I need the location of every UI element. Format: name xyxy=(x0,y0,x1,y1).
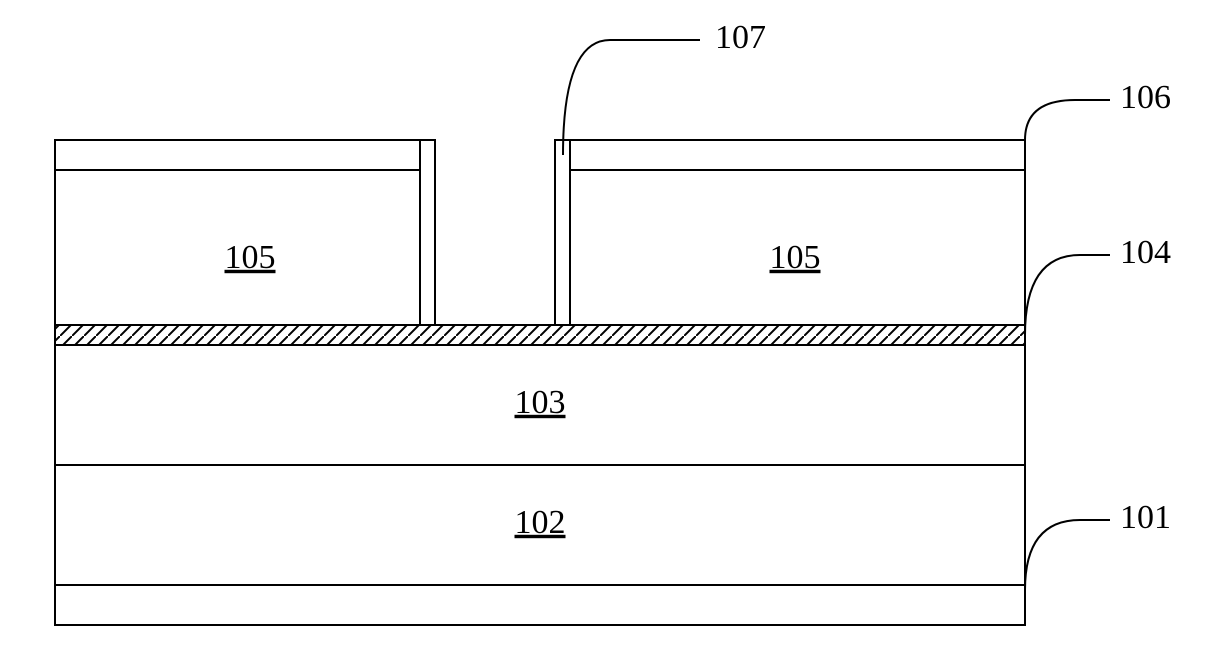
callout-107-leader xyxy=(563,40,700,155)
layer-106-right xyxy=(570,140,1025,170)
label-105-left: 105 xyxy=(225,239,276,276)
callout-101-label: 101 xyxy=(1120,499,1171,536)
callout-104-label: 104 xyxy=(1120,234,1171,271)
layer-106-left xyxy=(55,140,420,170)
callout-101-leader xyxy=(1025,520,1110,590)
callout-106-label: 106 xyxy=(1120,79,1171,116)
layer-107-right xyxy=(555,140,570,325)
layer-104-hatched xyxy=(55,325,1025,345)
layer-diagram: 105 105 103 102 107 106 104 101 xyxy=(0,0,1206,654)
label-102: 102 xyxy=(515,504,566,541)
layer-101 xyxy=(55,585,1025,625)
callout-107-label: 107 xyxy=(715,19,766,56)
label-105-right: 105 xyxy=(770,239,821,276)
callout-104-leader xyxy=(1025,255,1110,335)
layer-107-left xyxy=(420,140,435,325)
label-103: 103 xyxy=(515,384,566,421)
callout-106-leader xyxy=(1025,100,1110,140)
